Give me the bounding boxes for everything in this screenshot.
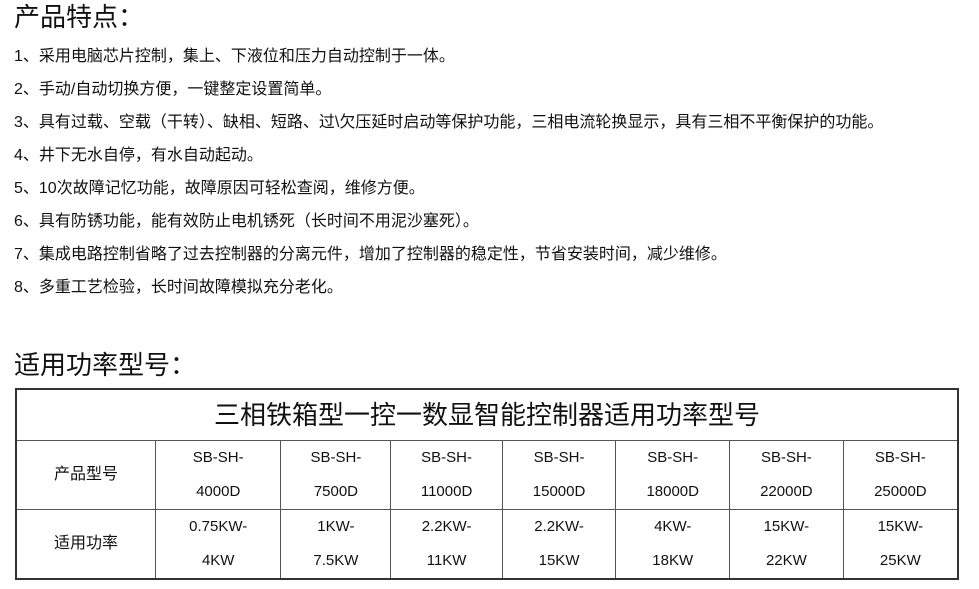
cell-line: 4KW [201,552,235,569]
cell-line: 11000D [420,483,473,500]
cell-line: SB-SH- [874,449,926,466]
feature-item: 8、多重工艺检验，长时间故障模拟充分老化。 [14,279,343,296]
power-model-table: 三相铁箱型一控一数显智能控制器适用功率型号 产品型号 SB-SH- 4000D SB-… [15,388,959,580]
cell-line: 15000D [532,483,586,500]
cell-line: 4000D [196,483,241,500]
cell-line: SB-SH- [192,449,244,466]
features-list: 1、采用电脑芯片控制，集上、下液位和压力自动控制于一体。 2、手动/自动切换方便，… [14,40,964,304]
feature-item: 6、具有防锈功能，能有效防止电机锈死（长时间不用泥沙塞死）。 [14,213,479,230]
table-cell: SB-SH- 7500D [280,440,392,510]
cell-line: 7500D [313,483,359,500]
cell-line: 11KW [426,552,467,569]
feature-item: 3、具有过载、空载（干转）、缺相、短路、过\欠压延时启动等保护功能，三相电流轮换… [14,114,884,131]
features-heading: 产品特点： [14,2,145,32]
cell-line: 15KW- [763,518,810,535]
table-cell: SB-SH- 25000D [842,440,959,510]
row-header: 产品型号 [15,440,156,510]
table-cell: 4KW- 18KW [615,509,731,580]
table-cell: SB-SH- 4000D [154,440,282,510]
table-cell: 1KW- 7.5KW [280,509,392,580]
feature-item: 1、采用电脑芯片控制，集上、下液位和压力自动控制于一体。 [14,48,455,65]
row-header: 适用功率 [15,509,156,580]
cell-line: 22KW [765,552,807,569]
feature-item: 4、井下无水自停，有水自动起动。 [14,147,263,164]
table-cell: 2.2KW- 11KW [390,509,503,580]
cell-line: 4KW- [654,518,692,535]
table-cell: SB-SH- 15000D [501,440,617,510]
table-cell: SB-SH- 11000D [390,440,503,510]
table-row: 适用功率 0.75KW- 4KW 1KW- 7.5KW 2.2KW- 11KW 2.2KW- 1… [15,509,959,580]
table-cell: SB-SH- 22000D [729,440,844,510]
table-cell: 2.2KW- 15KW [501,509,617,580]
cell-line: 2.2KW- [534,518,584,535]
table-cell: SB-SH- 18000D [615,440,731,510]
cell-line: SB-SH- [533,449,585,466]
cell-line: 25000D [874,483,927,500]
table-title: 三相铁箱型一控一数显智能控制器适用功率型号 [15,388,959,441]
table-row: 产品型号 SB-SH- 4000D SB-SH- 7500D SB-SH- 11000D SB… [15,440,959,510]
table-cell: 15KW- 25KW [842,509,959,580]
feature-item: 7、集成电路控制省略了过去控制器的分离元件，增加了控制器的稳定性，节省安装时间，… [14,246,727,263]
table-cell: 0.75KW- 4KW [154,509,282,580]
feature-item: 5、10次故障记忆功能，故障原因可轻松查阅，维修方便。 [14,180,425,197]
cell-line: 7.5KW [313,552,359,569]
feature-item: 2、手动/自动切换方便，一键整定设置简单。 [14,81,332,98]
cell-line: SB-SH- [310,449,362,466]
cell-line: 25KW [879,552,921,569]
cell-line: 1KW- [317,518,355,535]
cell-line: 18000D [646,483,699,500]
models-heading: 适用功率型号： [14,350,197,380]
cell-line: 2.2KW- [421,518,472,535]
cell-line: 15KW- [877,518,924,535]
cell-line: SB-SH- [421,449,472,466]
cell-line: SB-SH- [647,449,699,466]
cell-line: 0.75KW- [189,518,248,535]
cell-line: 18KW [652,552,694,569]
cell-line: 15KW [538,552,580,569]
cell-line: SB-SH- [760,449,812,466]
cell-line: 22000D [760,483,813,500]
table-cell: 15KW- 22KW [729,509,844,580]
